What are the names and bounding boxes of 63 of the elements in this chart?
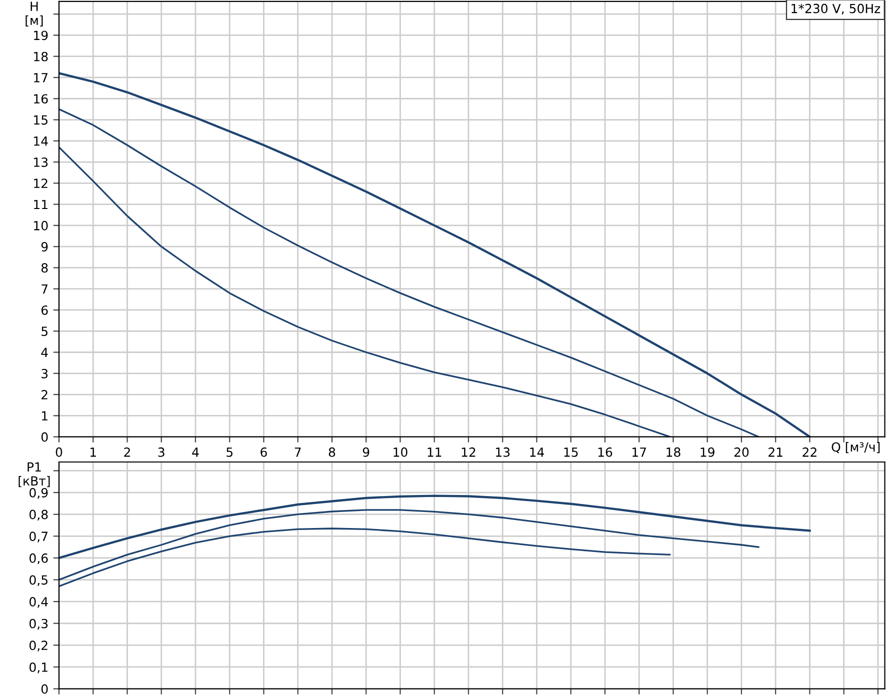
x-tick-label: 17	[632, 448, 646, 457]
y-tick-label: 2	[42, 390, 48, 400]
x-tick-label: 13	[496, 447, 510, 457]
x-tick-label: 18	[666, 447, 680, 457]
y-tick-label: 13	[34, 158, 48, 167]
y-axis-title: P1 [кВт]	[18, 462, 50, 488]
line-series	[58, 494, 811, 560]
y-tick-label: 1	[42, 411, 48, 420]
x-tick-label: 22	[802, 447, 816, 457]
y-tick-label: 0,1	[30, 662, 48, 674]
y-tick-label: 0,5	[30, 575, 48, 586]
annotation: 1*230 V, 50Hz	[792, 4, 880, 15]
y-tick-label: 0,2	[30, 640, 48, 652]
y-tick-label: 3	[42, 368, 48, 378]
y-tick-label: 0,9	[30, 488, 48, 499]
y-tick-label: 5	[42, 326, 48, 336]
line-series	[58, 146, 671, 437]
x-tick-label: 5	[226, 448, 232, 457]
y-tick-label: 19	[34, 30, 48, 40]
y-tick-label: 4	[41, 348, 48, 358]
y-tick-label: 0,6	[30, 553, 48, 564]
y-tick-label: 12	[34, 178, 48, 188]
x-tick-label: 14	[530, 448, 544, 457]
x-tick-label: 15	[564, 448, 578, 457]
y-tick-label: 0,4	[30, 597, 48, 608]
x-tick-label: 7	[294, 448, 301, 457]
x-tick-label: 8	[328, 447, 336, 457]
x-tick-label: 11	[428, 448, 442, 457]
x-tick-label: 19	[700, 447, 714, 457]
y-tick-label: 7	[42, 284, 48, 294]
x-axis-title: Q [м³/ч]	[832, 442, 880, 454]
line-series	[58, 509, 760, 581]
line-series	[58, 108, 760, 437]
y-tick-label: 16	[34, 94, 48, 104]
x-tick-label: 1	[90, 448, 96, 457]
line-series	[58, 528, 671, 588]
x-tick-label: 2	[124, 447, 130, 457]
y-tick-label: 0	[41, 432, 48, 442]
y-tick-label: 10	[34, 220, 48, 230]
y-tick-label: 6	[41, 305, 48, 315]
x-tick-label: 3	[158, 447, 164, 457]
y-tick-label: 11	[34, 200, 48, 210]
x-tick-label: 20	[734, 447, 749, 457]
x-tick-label: 9	[362, 447, 370, 457]
y-tick-label: 14	[34, 136, 48, 146]
x-tick-label: 4	[192, 448, 199, 457]
y-axis-title: H [м]	[26, 2, 43, 27]
y-tick-label: 8	[41, 263, 48, 273]
y-tick-label: 17	[34, 73, 48, 82]
x-tick-label: 16	[598, 447, 612, 457]
x-tick-label: 0	[56, 447, 62, 457]
y-tick-label: 18	[34, 52, 48, 62]
y-tick-label: 9	[41, 242, 48, 252]
x-tick-label: 12	[462, 447, 476, 457]
x-tick-label: 21	[768, 447, 782, 457]
x-tick-label: 10	[394, 447, 408, 457]
y-tick-label: 15	[34, 115, 48, 125]
x-tick-label: 6	[260, 447, 267, 457]
y-tick-label: 0	[41, 684, 48, 694]
y-tick-label: 0,8	[30, 510, 48, 521]
line-series	[58, 72, 811, 437]
y-tick-label: 0,3	[30, 618, 48, 630]
y-tick-label: 0,7	[30, 532, 48, 542]
